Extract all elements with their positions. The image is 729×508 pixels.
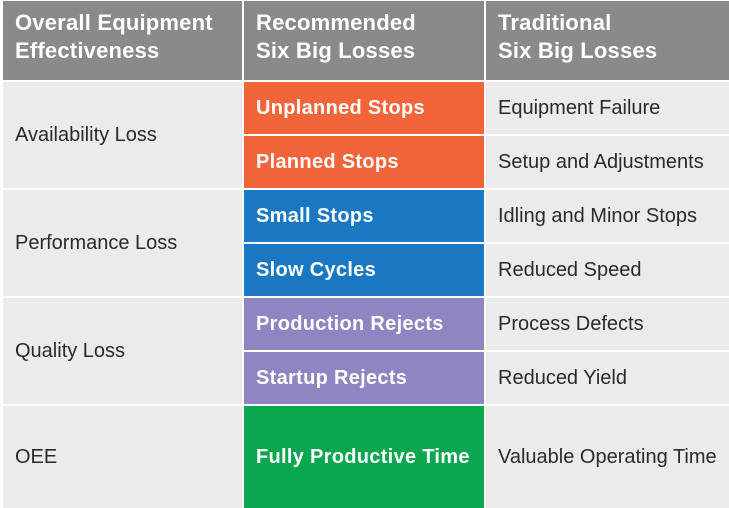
header-traditional-line1: Traditional: [498, 10, 612, 35]
category-performance-loss: Performance Loss: [3, 190, 242, 296]
recommended-slow-cycles: Slow Cycles: [244, 244, 484, 296]
traditional-reduced-yield: Reduced Yield: [486, 352, 729, 404]
traditional-setup-and-adjustments: Setup and Adjustments: [486, 136, 729, 188]
header-recommended: Recommended Six Big Losses: [244, 1, 484, 80]
recommended-startup-rejects: Startup Rejects: [244, 352, 484, 404]
header-recommended-line1: Recommended: [256, 10, 416, 35]
header-recommended-line2: Six Big Losses: [256, 38, 416, 63]
traditional-process-defects: Process Defects: [486, 298, 729, 350]
recommended-fully-productive-time: Fully Productive Time: [244, 406, 484, 508]
oee-six-big-losses-table: Overall Equipment Effectiveness Recommen…: [3, 1, 729, 508]
header-oee: Overall Equipment Effectiveness: [3, 1, 242, 80]
header-traditional-line2: Six Big Losses: [498, 38, 658, 63]
traditional-valuable-operating-time: Valuable Operating Time: [486, 406, 729, 508]
traditional-equipment-failure: Equipment Failure: [486, 82, 729, 134]
recommended-unplanned-stops: Unplanned Stops: [244, 82, 484, 134]
header-oee-line1: Overall Equipment: [15, 10, 213, 35]
category-quality-loss: Quality Loss: [3, 298, 242, 404]
category-oee: OEE: [3, 406, 242, 508]
recommended-small-stops: Small Stops: [244, 190, 484, 242]
header-traditional: Traditional Six Big Losses: [486, 1, 729, 80]
category-availability-loss: Availability Loss: [3, 82, 242, 188]
recommended-planned-stops: Planned Stops: [244, 136, 484, 188]
header-oee-line2: Effectiveness: [15, 38, 160, 63]
recommended-production-rejects: Production Rejects: [244, 298, 484, 350]
traditional-reduced-speed: Reduced Speed: [486, 244, 729, 296]
traditional-idling-and-minor-stops: Idling and Minor Stops: [486, 190, 729, 242]
